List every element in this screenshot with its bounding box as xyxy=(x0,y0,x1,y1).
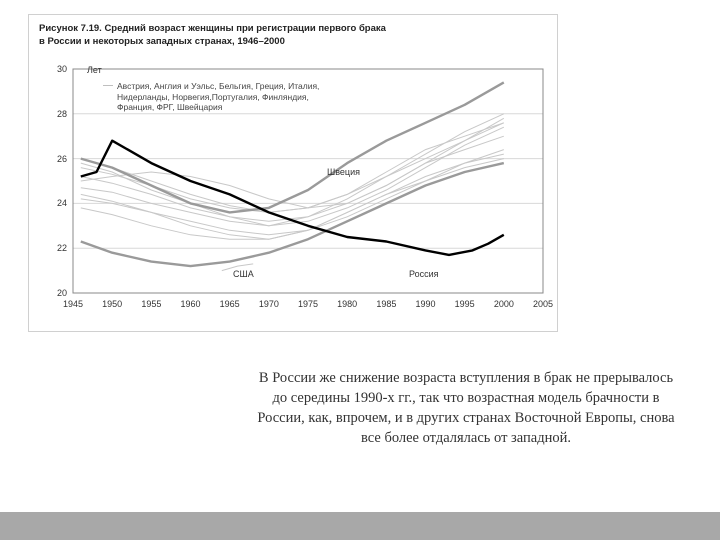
legend-line2: Нидерланды, Норвегия,Португалия, Финлянд… xyxy=(117,92,309,102)
x-tick: 1950 xyxy=(102,299,122,309)
y-tick: 30 xyxy=(43,64,67,74)
x-tick: 1945 xyxy=(63,299,83,309)
series-label-usa: США xyxy=(233,269,254,279)
legend: Австрия, Англия и Уэльс, Бельгия, Греция… xyxy=(103,81,367,113)
chart-title-line1: Рисунок 7.19. Средний возраст женщины пр… xyxy=(39,23,386,34)
y-tick: 28 xyxy=(43,109,67,119)
x-tick: 2000 xyxy=(494,299,514,309)
x-tick: 1995 xyxy=(455,299,475,309)
y-tick: 20 xyxy=(43,288,67,298)
y-axis-unit: Лет xyxy=(87,65,102,75)
x-tick: 1965 xyxy=(220,299,240,309)
y-tick: 26 xyxy=(43,154,67,164)
x-tick: 2005 xyxy=(533,299,553,309)
x-tick: 1970 xyxy=(259,299,279,309)
series-label-sweden: Швеция xyxy=(327,167,360,177)
x-tick: 1975 xyxy=(298,299,318,309)
chart-title: Рисунок 7.19. Средний возраст женщины пр… xyxy=(39,23,547,49)
footer-bar xyxy=(0,512,720,540)
y-tick: 24 xyxy=(43,198,67,208)
x-tick: 1985 xyxy=(376,299,396,309)
chart-title-line2: в России и некоторых западных странах, 1… xyxy=(39,36,285,47)
caption-text: В России же снижение возраста вступления… xyxy=(250,368,682,448)
x-tick: 1990 xyxy=(415,299,435,309)
chart-frame: Рисунок 7.19. Средний возраст женщины пр… xyxy=(28,14,558,332)
x-tick: 1960 xyxy=(180,299,200,309)
y-tick: 22 xyxy=(43,243,67,253)
legend-line1: Австрия, Англия и Уэльс, Бельгия, Греция… xyxy=(117,81,319,91)
x-tick: 1980 xyxy=(337,299,357,309)
series-label-russia: Россия xyxy=(409,269,439,279)
x-tick: 1955 xyxy=(141,299,161,309)
legend-line3: Франция, ФРГ, Швейцария xyxy=(117,102,222,112)
